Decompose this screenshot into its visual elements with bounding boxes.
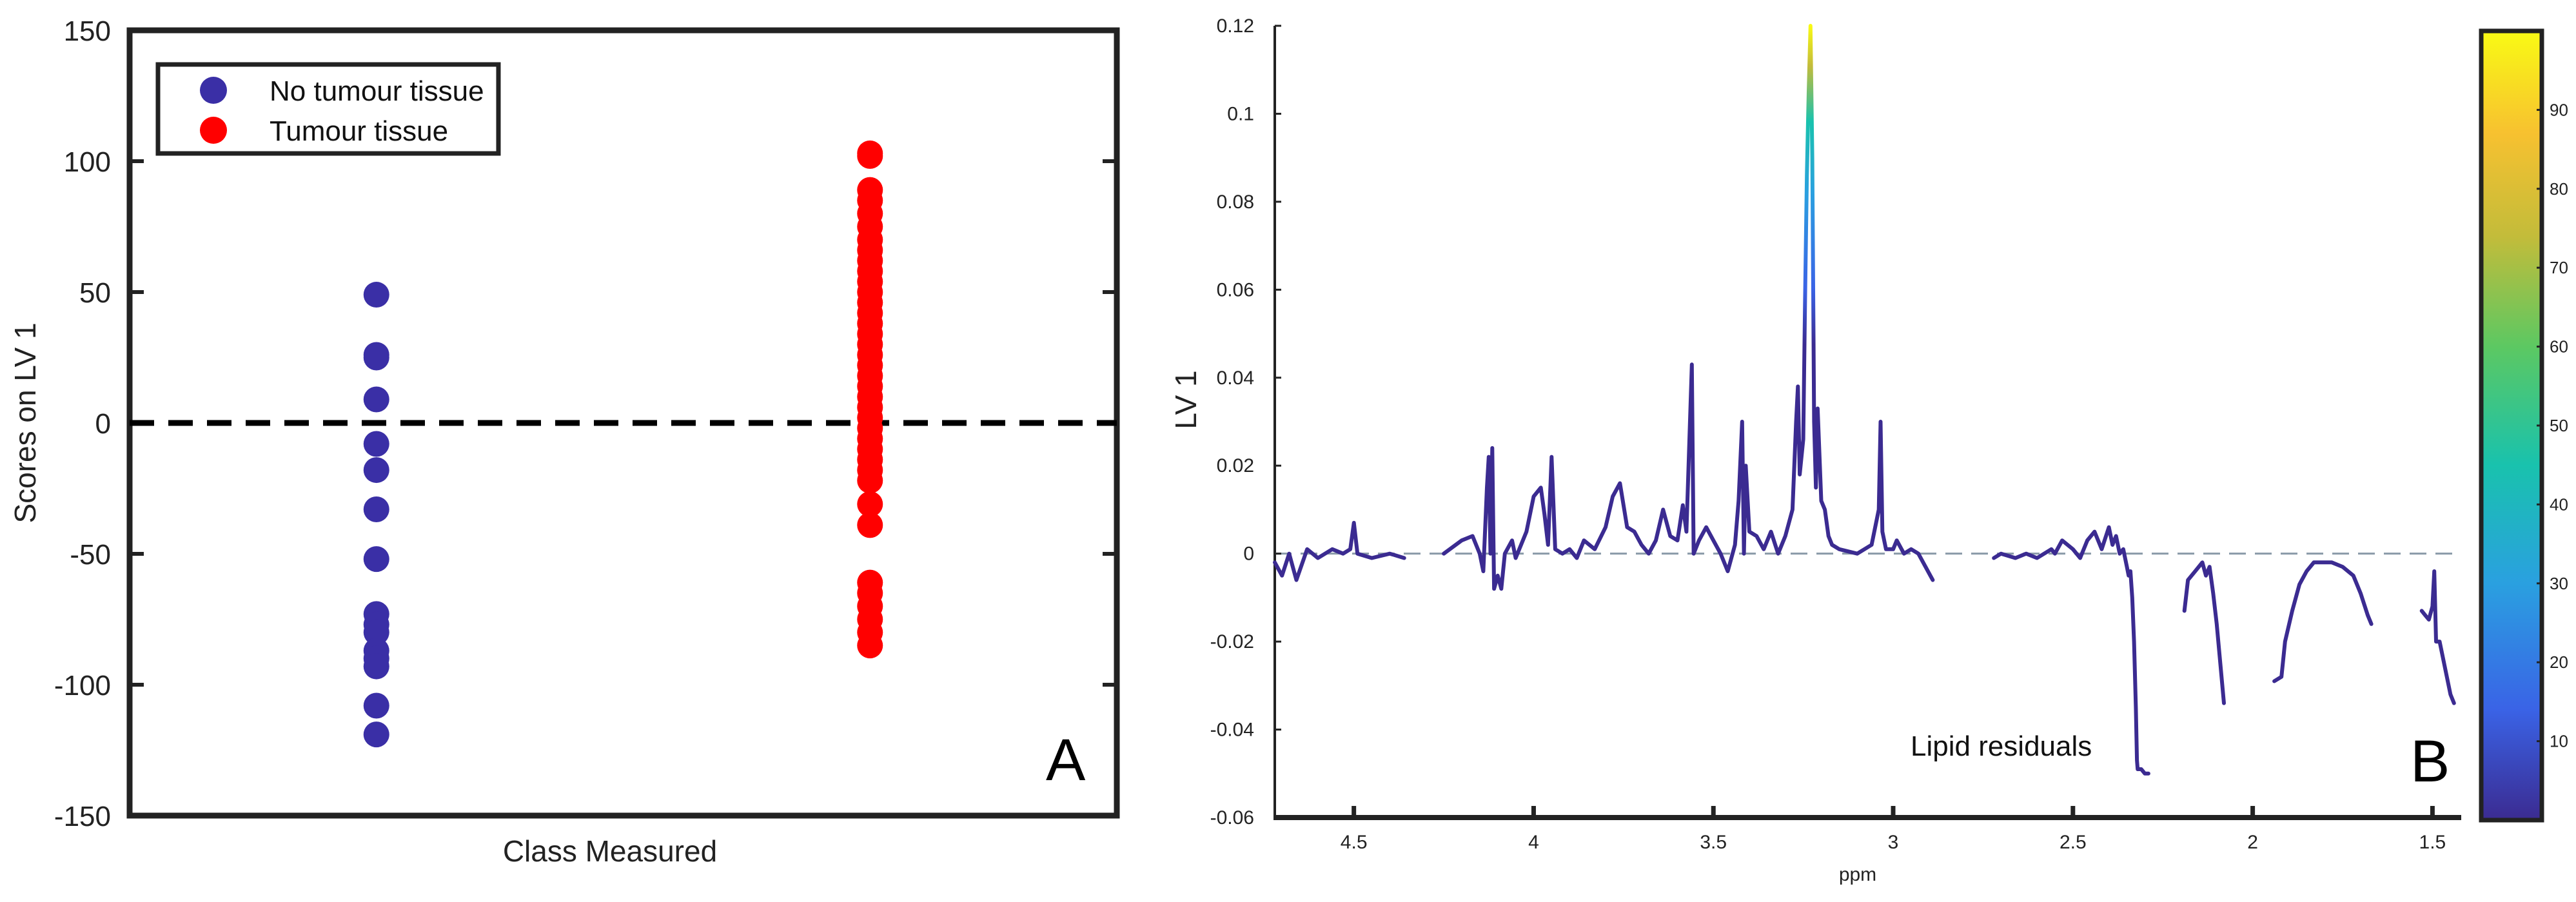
no-tumour-point (363, 386, 389, 413)
panel-b-x-axis-label: ppm (1839, 864, 1876, 885)
no-tumour-point (363, 344, 389, 371)
tumour-point (857, 467, 883, 494)
y-tick-label: -0.04 (1210, 720, 1254, 741)
y-tick-label: 0.12 (1217, 15, 1254, 37)
no-tumour-point (363, 282, 389, 308)
tumour-point (857, 142, 883, 169)
y-tick-label: -100 (54, 670, 111, 701)
tumour-point (857, 512, 883, 538)
colorbar-tick-label: 60 (2550, 337, 2568, 357)
x-tick-label: 3 (1888, 832, 1899, 853)
panel-a-x-axis-label: Class Measured (503, 834, 717, 868)
y-tick-label: 0.1 (1227, 103, 1254, 124)
y-tick-label: -0.02 (1210, 631, 1254, 652)
y-tick-label: -150 (54, 801, 111, 832)
y-tick-label: 150 (64, 15, 111, 47)
spectrum-line-segment (1992, 525, 2150, 776)
x-tick-label: 2 (2247, 832, 2258, 853)
colorbar-tick-label: 70 (2550, 258, 2568, 277)
no-tumour-point (363, 692, 389, 719)
colorbar-ticks: 90 80 70 60 50 40 30 20 10 (2537, 100, 2568, 751)
panel-b-line-plot: 0.12 0.1 0.08 0.06 0.04 0.02 0 -0.02 -0.04 -0.06 4… (1169, 15, 2568, 885)
legend-marker-no-tumour (200, 77, 227, 104)
x-tick-label: 4.5 (1341, 832, 1368, 853)
no-tumour-point (363, 619, 389, 645)
no-tumour-point (363, 457, 389, 484)
y-tick-label: 100 (64, 146, 111, 178)
no-tumour-point (363, 653, 389, 680)
legend-label-tumour: Tumour tissue (270, 115, 448, 147)
spectrum-line-segment (2182, 560, 2226, 705)
y-tick-label: -0.06 (1210, 807, 1254, 828)
spectrum-line-segment (2419, 569, 2456, 705)
legend-label-no-tumour: No tumour tissue (270, 75, 484, 107)
y-tick-label: -50 (70, 539, 111, 571)
spectrum-line-segment (1442, 24, 1935, 591)
x-tick-label: 2.5 (2060, 832, 2087, 853)
panel-a-scatter-plot: 150 100 50 0 -50 -100 -150 No tumour tissue Tu… (8, 15, 1120, 868)
legend-marker-tumour (200, 117, 227, 144)
panel-b-ticks: 0.12 0.1 0.08 0.06 0.04 0.02 0 -0.02 -0.04 -0.06 4… (1210, 15, 2446, 853)
panel-a-y-axis-label: Scores on LV 1 (8, 322, 42, 523)
legend: No tumour tissue Tumour tissue (155, 62, 501, 156)
x-tick-label: 4 (1528, 832, 1539, 853)
tumour-point (857, 632, 883, 659)
panel-a-points (363, 140, 883, 748)
y-tick-label: 0.02 (1217, 455, 1254, 476)
x-tick-label: 3.5 (1700, 832, 1727, 853)
y-tick-label: 0.06 (1217, 279, 1254, 300)
colorbar-tick-label: 10 (2550, 732, 2568, 751)
panel-b-label: B (2410, 729, 2450, 794)
colorbar-tick-label: 20 (2550, 652, 2568, 672)
y-tick-label: 50 (79, 277, 111, 309)
tumour-point (857, 491, 883, 517)
colorbar-tick-label: 90 (2550, 100, 2568, 119)
spectrum-line-segment (2272, 560, 2374, 683)
lipid-residuals-annotation: Lipid residuals (1911, 730, 2092, 762)
no-tumour-point (363, 721, 389, 748)
panel-a-y-ticks: 150 100 50 0 -50 -100 -150 (54, 15, 1117, 832)
colorbar-tick-label: 80 (2550, 179, 2568, 199)
no-tumour-point (363, 496, 389, 522)
colorbar-tick-label: 50 (2550, 416, 2568, 435)
colorbar-tick-label: 30 (2550, 574, 2568, 593)
panel-b-y-axis-label: LV 1 (1169, 370, 1203, 429)
y-tick-label: 0.04 (1217, 368, 1254, 389)
no-tumour-point (363, 431, 389, 457)
y-tick-label: 0 (95, 408, 111, 440)
no-tumour-point (363, 546, 389, 573)
colorbar-tick-label: 40 (2550, 495, 2568, 514)
panel-a-label: A (1046, 727, 1086, 793)
x-tick-label: 1.5 (2419, 832, 2446, 853)
colorbar-gradient (2479, 28, 2544, 823)
y-tick-label: 0 (1243, 544, 1254, 565)
colorbar: 90 80 70 60 50 40 30 20 10 (2479, 28, 2568, 823)
panel-b-spectrum-lines (1273, 24, 2456, 776)
y-tick-label: 0.08 (1217, 191, 1254, 213)
spectrum-line-segment (1273, 520, 1406, 582)
